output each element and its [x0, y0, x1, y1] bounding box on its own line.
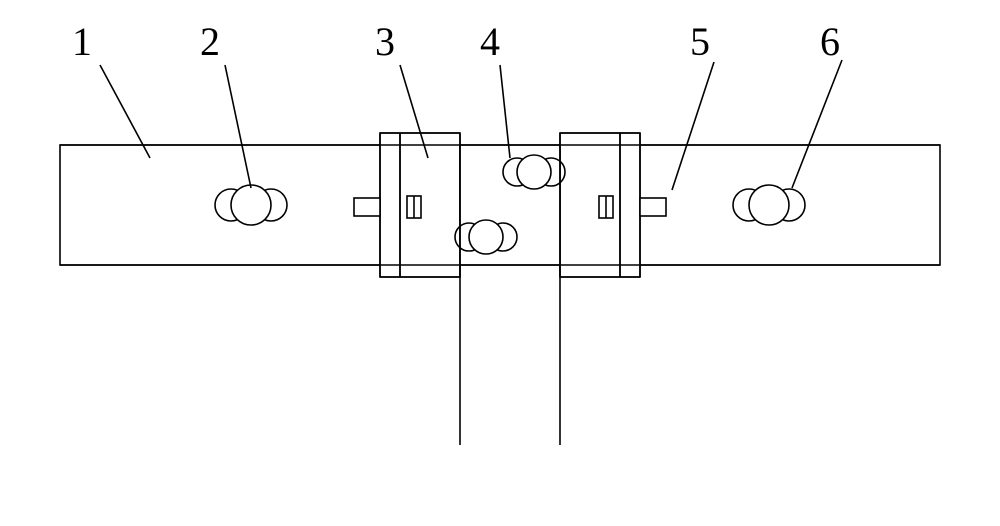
bolt-body-left [354, 198, 380, 216]
circle-group-0-center [231, 185, 271, 225]
label-3: 3 [375, 19, 395, 64]
label-4: 4 [480, 19, 500, 64]
label-5: 5 [690, 19, 710, 64]
technical-diagram: 1 2 3 4 5 6 [0, 0, 1000, 526]
leader-5 [672, 62, 714, 190]
label-6: 6 [820, 19, 840, 64]
leader-6 [792, 60, 842, 188]
circle-group-3-center [469, 220, 503, 254]
circle-group-2-center [517, 155, 551, 189]
leader-2 [225, 65, 251, 188]
bolt-body-right [640, 198, 666, 216]
circle-group-1-center [749, 185, 789, 225]
leader-1 [100, 65, 150, 158]
label-1: 1 [72, 19, 92, 64]
leader-4 [500, 65, 510, 158]
label-2: 2 [200, 19, 220, 64]
